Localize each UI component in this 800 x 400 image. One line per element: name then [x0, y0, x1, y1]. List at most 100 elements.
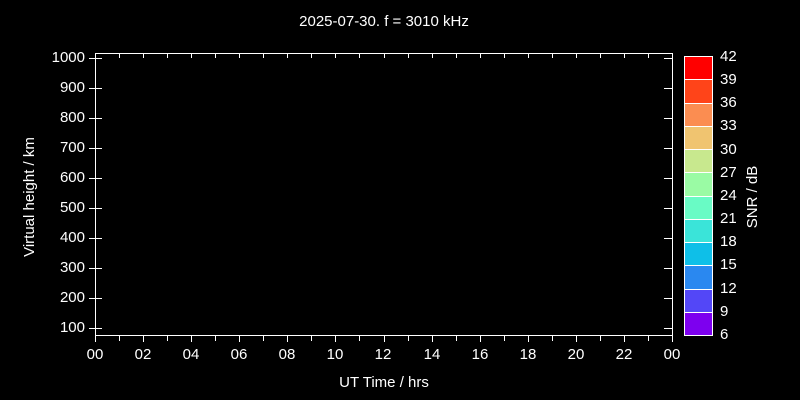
- x-tick: [215, 336, 216, 341]
- y-tick: [664, 88, 672, 89]
- y-tick-label: 900: [59, 79, 85, 96]
- x-tick-label: 00: [86, 346, 104, 363]
- x-tick-label: 06: [230, 346, 248, 363]
- x-tick: [311, 336, 312, 341]
- y-tick-label: 700: [59, 139, 85, 156]
- x-tick-label: 00: [663, 346, 681, 363]
- x-tick: [456, 54, 457, 58]
- x-tick: [191, 54, 192, 58]
- y-tick: [89, 148, 102, 149]
- x-tick-label: 08: [278, 346, 296, 363]
- y-tick-label: 300: [59, 259, 85, 276]
- x-tick: [119, 54, 120, 58]
- y-tick: [89, 118, 102, 119]
- colorbar-segment: [685, 57, 712, 80]
- x-tick: [143, 336, 144, 342]
- x-tick: [239, 336, 240, 342]
- y-tick: [664, 178, 672, 179]
- y-tick-label: 800: [59, 109, 85, 126]
- x-tick: [576, 54, 577, 58]
- x-tick: [432, 54, 433, 58]
- x-tick: [552, 336, 553, 341]
- y-tick: [89, 268, 102, 269]
- x-tick: [95, 336, 96, 342]
- x-tick: [384, 336, 385, 342]
- y-tick-label: 200: [59, 289, 85, 306]
- x-tick: [287, 336, 288, 342]
- colorbar-segment: [685, 219, 712, 242]
- colorbar-segment: [685, 243, 712, 266]
- y-tick: [89, 328, 102, 329]
- y-tick: [89, 178, 102, 179]
- y-tick-label: 400: [59, 229, 85, 246]
- x-tick: [119, 336, 120, 341]
- x-tick: [504, 54, 505, 58]
- x-tick: [167, 336, 168, 341]
- x-tick: [335, 336, 336, 342]
- x-tick: [576, 336, 577, 342]
- y-tick-label: 100: [59, 319, 85, 336]
- x-tick: [384, 54, 385, 58]
- x-tick-label: 12: [374, 346, 392, 363]
- x-tick-label: 14: [423, 346, 441, 363]
- colorbar-segment: [685, 266, 712, 289]
- colorbar-tick-label: 18: [720, 233, 737, 250]
- colorbar-tick-label: 6: [720, 326, 729, 343]
- y-tick: [664, 208, 672, 209]
- y-tick: [664, 298, 672, 299]
- y-tick: [89, 238, 102, 239]
- x-tick: [600, 54, 601, 58]
- x-tick-label: 02: [134, 346, 152, 363]
- x-tick: [648, 336, 649, 341]
- x-tick: [263, 54, 264, 58]
- x-tick: [504, 336, 505, 341]
- y-tick: [89, 88, 102, 89]
- y-tick: [664, 118, 672, 119]
- x-tick: [408, 336, 409, 341]
- plot-area: [95, 53, 673, 336]
- colorbar-tick-label: 12: [720, 280, 737, 297]
- x-tick: [408, 54, 409, 58]
- x-tick: [167, 54, 168, 58]
- x-tick: [528, 54, 529, 58]
- x-tick: [432, 336, 433, 342]
- x-tick: [191, 336, 192, 342]
- x-tick: [624, 336, 625, 342]
- x-tick: [480, 54, 481, 58]
- x-tick: [672, 336, 673, 342]
- x-tick: [335, 54, 336, 58]
- colorbar-tick-label: 27: [720, 164, 737, 181]
- x-tick: [287, 54, 288, 58]
- y-tick: [664, 328, 672, 329]
- x-tick: [456, 336, 457, 341]
- y-tick: [89, 298, 102, 299]
- y-tick: [664, 238, 672, 239]
- colorbar-segment: [685, 312, 712, 335]
- colorbar: [684, 56, 713, 336]
- colorbar-tick-label: 36: [720, 94, 737, 111]
- x-tick: [215, 54, 216, 58]
- colorbar-tick-label: 39: [720, 71, 737, 88]
- y-tick: [89, 208, 102, 209]
- colorbar-tick-label: 42: [720, 48, 737, 65]
- y-tick: [89, 58, 102, 59]
- colorbar-segment: [685, 80, 712, 103]
- y-tick-label: 600: [59, 169, 85, 186]
- x-tick: [672, 54, 673, 58]
- x-tick: [624, 54, 625, 58]
- x-tick: [552, 54, 553, 58]
- colorbar-segment: [685, 196, 712, 219]
- y-tick: [664, 268, 672, 269]
- colorbar-tick-label: 21: [720, 210, 737, 227]
- colorbar-tick-label: 33: [720, 117, 737, 134]
- colorbar-tick-label: 24: [720, 187, 737, 204]
- x-tick: [95, 54, 96, 58]
- x-tick: [648, 54, 649, 58]
- x-tick: [600, 336, 601, 341]
- colorbar-segment: [685, 103, 712, 126]
- x-tick: [528, 336, 529, 342]
- x-tick: [480, 336, 481, 342]
- chart-title: 2025-07-30. f = 3010 kHz: [299, 13, 469, 30]
- x-tick: [239, 54, 240, 58]
